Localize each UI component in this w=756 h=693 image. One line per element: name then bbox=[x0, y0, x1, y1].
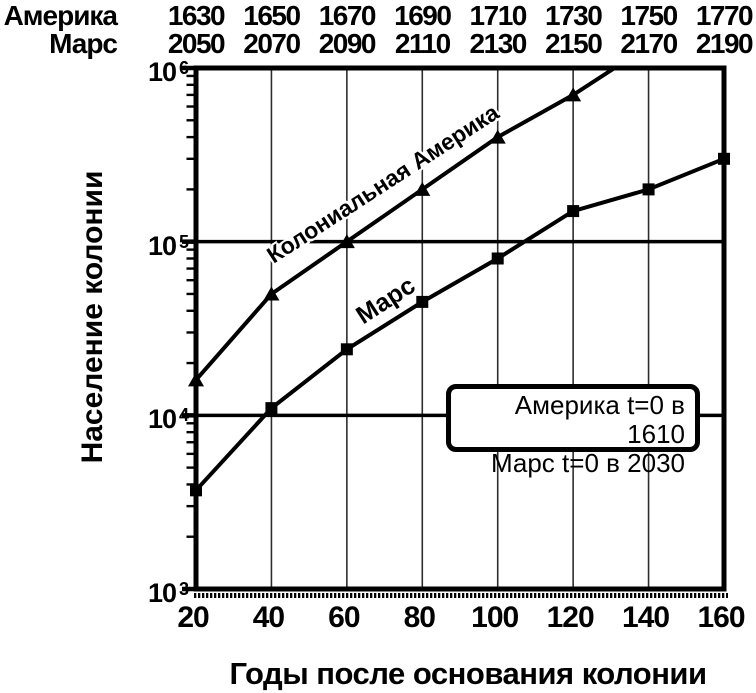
marker-square bbox=[190, 484, 202, 497]
marker-triangle bbox=[338, 234, 355, 249]
marker-square bbox=[491, 252, 504, 265]
series-line-mars bbox=[194, 156, 725, 492]
marker-triangle bbox=[188, 372, 204, 387]
legend-box: Америка t=0 в 1610 Марс t=0 в 2030 bbox=[446, 384, 700, 478]
marker-square bbox=[265, 402, 278, 415]
legend-line-america: Америка t=0 в 1610 bbox=[514, 390, 685, 449]
marker-square bbox=[340, 343, 353, 356]
marker-square bbox=[718, 152, 730, 165]
marker-triangle bbox=[263, 286, 280, 301]
marker-square bbox=[642, 183, 655, 196]
plot-border bbox=[193, 65, 727, 592]
marker-square bbox=[416, 295, 429, 308]
marker-triangle bbox=[414, 181, 431, 196]
legend-line-mars: Марс t=0 в 2030 bbox=[490, 448, 685, 478]
marker-triangle bbox=[489, 129, 506, 144]
marker-triangle bbox=[565, 87, 582, 102]
marker-square bbox=[567, 205, 580, 218]
